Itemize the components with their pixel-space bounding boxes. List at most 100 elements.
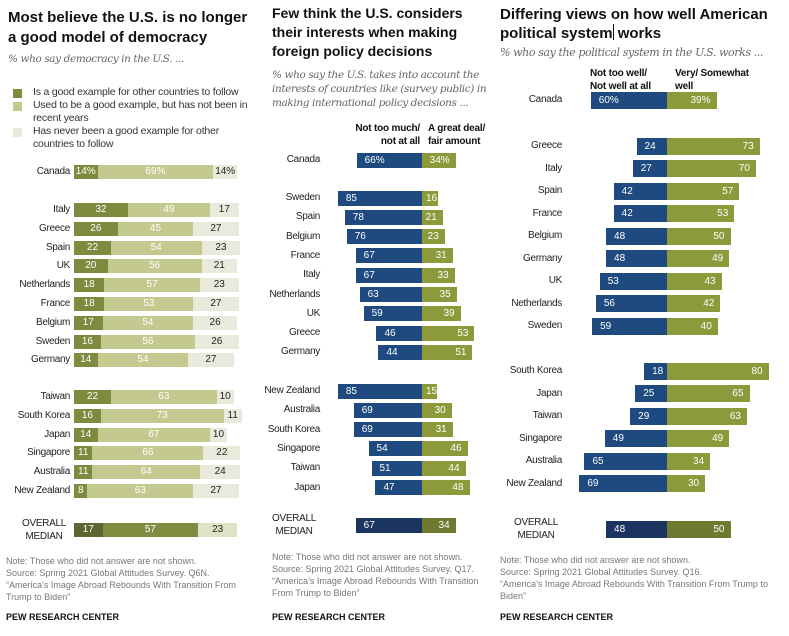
bar-segment-never: 14% [213,165,237,179]
legend-label-never: Has never been a good example for other … [33,125,219,150]
country-label: Sweden [35,335,71,347]
country-label: Netherlands [511,297,562,309]
bar-segment-good-example: 8 [74,484,88,498]
bar-segment-negative: 18 [644,362,667,380]
country-label: Canada [36,166,71,177]
bar-segment-used-to-be: 56 [100,334,195,349]
bar-segment-negative: 59 [363,306,422,322]
country-label: Italy [53,204,70,215]
bar-segment-positive: 53 [667,205,735,222]
country-label: UK [548,275,563,286]
bar-segment-positive: 80 [667,362,769,380]
legend-label-good: Is a good example for other countries to… [33,86,239,98]
country-label: Germany [30,354,70,366]
bar-segment-negative: 24 [636,137,667,155]
bar-segment-never: 22 [203,446,241,461]
country-label: Germany [280,346,320,358]
bar-segment-positive: 34 [422,517,456,533]
bar-segment-negative: 69 [353,402,422,418]
chart-title: Differing views on how well American pol… [500,5,785,43]
chart-subtitle: % who say democracy in the U.S. ... [8,53,184,65]
chart-title: Most believe the U.S. is no longer a goo… [8,9,248,46]
bar-segment-positive: 44 [422,460,466,476]
country-label: Australia [283,404,321,416]
bar-segment-used-to-be: 66 [92,446,204,461]
bar-segment-negative: 69 [353,422,422,438]
bar-segment-negative: 54 [368,441,422,457]
bar-segment-negative: 42 [613,182,667,200]
bar-segment-good-example: 26 [74,221,118,236]
bar-segment-never: 27 [193,484,239,498]
bar-segment-never: 24 [200,465,241,480]
note: Note: Those who did not answer are not s… [500,555,691,565]
country-label: South Korea [17,409,71,421]
country-label: France [40,298,71,309]
note: Note: Those who did not answer are not s… [6,556,197,566]
bar-segment-positive: 31 [422,422,453,438]
country-label: Greece [289,327,320,339]
country-label: Australia [33,466,71,478]
country-label: New Zealand [14,485,70,496]
column-header-negative: Not too well/ Not well at all [590,68,651,92]
country-label: France [532,207,563,219]
source: Source: Spring 2021 Global Attitudes Sur… [272,564,474,574]
bar-segment-negative: 78 [344,209,422,225]
bar-segment-good-example: 11 [74,446,93,461]
bar-segment-used-to-be: 63 [110,390,217,404]
bar-segment-never: 10 [216,390,234,404]
bar-segment-positive: 40 [667,317,718,335]
bar-segment-good-example: 20 [74,259,108,274]
bar-segment-negative: 67 [355,248,422,264]
bar-segment-good-example: 16 [74,334,101,349]
text-cursor [612,24,614,40]
country-label: Italy [545,162,562,174]
bar-segment-positive: 73 [667,137,760,155]
pew-credit: PEW RESEARCH CENTER [500,612,614,622]
report-title: “America’s Image Abroad Rebounds With Tr… [6,580,236,602]
bar-segment-good-example: 17 [74,315,103,330]
country-label: Greece [39,222,70,234]
bar-segment-negative: 66% [356,152,422,168]
bar-segment-positive: 33 [422,267,455,283]
bar-segment-used-to-be: 54 [102,315,194,330]
bar-segment-never: 23 [200,278,239,293]
country-label: Canada [528,94,563,105]
bar-segment-used-to-be: 67 [97,427,211,442]
bar-segment-positive: 42 [667,295,721,312]
bar-segment-negative: 44 [378,344,422,360]
bar-segment-used-to-be: 64 [92,465,200,480]
bar-segment-positive: 43 [667,272,722,290]
bar-segment-never: 26 [194,334,239,349]
country-label: Japan [536,387,562,399]
country-label: Spain [295,211,320,223]
bar-segment-positive: 53 [422,325,475,341]
bar-segment-negative: 59 [592,317,667,335]
bar-segment-positive: 49 [667,250,730,267]
chart-notes: Note: Those who did not answer are not s… [272,551,492,599]
bar-segment-positive: 39 [422,306,461,322]
chart-notes: Note: Those who did not answer are not s… [500,554,785,602]
source: Source: Spring 2021 Global Attitudes Sur… [6,568,210,578]
country-label: Singapore [27,447,70,459]
country-label: Italy [303,269,320,281]
bar-segment-never: 21 [201,259,237,274]
bar-segment-negative: 56 [595,295,667,312]
bar-segment-good-example: 17 [74,523,103,537]
bar-segment-never: 27 [188,353,234,368]
source: Source: Spring 2021 Global Attitudes Sur… [500,567,702,577]
bar-segment-negative: 76 [346,229,422,245]
country-label: UK [56,260,71,272]
bar-segment-never: 23 [201,240,241,255]
country-label: Taiwan [532,410,563,421]
chart-subtitle: % who say the political system in the U.… [500,46,764,59]
country-label: Taiwan [40,391,71,402]
country-label: New Zealand [264,385,320,396]
bar-segment-used-to-be: 57 [104,278,200,293]
bar-segment-never: 11 [223,408,242,423]
bar-segment-good-example: 14 [74,353,98,368]
legend-swatch-never [13,128,22,137]
country-label: Belgium [285,230,320,242]
bar-segment-negative: 85 [337,190,422,206]
country-label: UK [306,307,321,319]
column-header-positive: A great deal/ fair amount [428,123,486,147]
